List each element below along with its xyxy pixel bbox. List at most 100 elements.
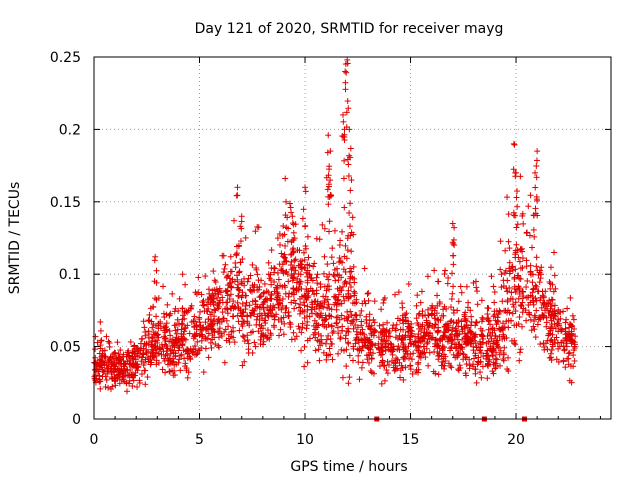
data-point <box>473 319 480 326</box>
data-point <box>341 137 348 144</box>
data-point <box>164 351 171 358</box>
data-point <box>353 316 360 323</box>
data-point <box>239 362 246 369</box>
data-point <box>451 333 458 340</box>
data-point <box>378 306 385 313</box>
data-point <box>547 330 554 337</box>
data-point <box>244 278 251 285</box>
data-point <box>141 359 148 366</box>
data-point <box>361 265 368 272</box>
data-point <box>263 295 270 302</box>
data-point <box>283 224 290 231</box>
data-point <box>402 350 409 357</box>
data-point <box>477 341 484 348</box>
data-point <box>462 333 469 340</box>
data-point <box>512 288 519 295</box>
data-point <box>351 279 358 286</box>
data-point <box>339 374 346 381</box>
data-point <box>464 339 471 346</box>
data-point <box>115 371 122 378</box>
data-point <box>532 334 539 341</box>
data-point <box>311 298 318 305</box>
data-point <box>536 269 543 276</box>
data-point <box>176 295 183 302</box>
data-point <box>551 321 558 328</box>
data-point <box>316 302 323 309</box>
data-point <box>160 355 167 362</box>
data-point <box>179 342 186 349</box>
data-point <box>279 261 286 268</box>
data-point <box>301 343 308 350</box>
data-point <box>505 238 512 245</box>
data-point <box>368 369 375 376</box>
data-point <box>163 311 170 318</box>
data-point <box>279 302 286 309</box>
data-point <box>245 340 252 347</box>
data-point <box>231 339 238 346</box>
data-point <box>539 292 546 299</box>
data-point <box>312 334 319 341</box>
data-point <box>282 242 289 249</box>
data-point <box>492 333 499 340</box>
data-point <box>297 271 304 278</box>
data-point <box>92 354 99 361</box>
data-point <box>205 330 212 337</box>
data-point <box>348 312 355 319</box>
data-point <box>365 338 372 345</box>
data-point <box>417 299 424 306</box>
data-point <box>304 233 311 240</box>
data-point <box>245 346 252 353</box>
data-point <box>570 316 577 323</box>
data-point <box>325 201 332 208</box>
data-point <box>458 318 465 325</box>
data-point <box>538 304 545 311</box>
data-point <box>447 362 454 369</box>
data-point <box>328 254 335 261</box>
data-point <box>322 312 329 319</box>
data-point <box>563 343 570 350</box>
data-point <box>193 351 200 358</box>
data-point <box>483 352 490 359</box>
data-point <box>511 141 518 148</box>
data-point <box>534 148 541 155</box>
data-point <box>112 378 119 385</box>
data-point <box>547 305 554 312</box>
data-point <box>252 228 259 235</box>
data-point <box>290 248 297 255</box>
data-point <box>493 337 500 344</box>
data-point <box>398 335 405 342</box>
data-point <box>515 295 522 302</box>
y-tick-label: 0.1 <box>59 267 81 283</box>
data-point <box>196 332 203 339</box>
data-point <box>425 324 432 331</box>
data-point <box>371 298 378 305</box>
data-point <box>313 290 320 297</box>
data-point <box>491 289 498 296</box>
data-point <box>357 312 364 319</box>
data-point <box>340 266 347 273</box>
data-point <box>304 279 311 286</box>
data-point <box>97 318 104 325</box>
data-point <box>230 298 237 305</box>
data-point <box>106 340 113 347</box>
data-point <box>319 221 326 228</box>
data-point <box>282 175 289 182</box>
data-point <box>202 273 209 280</box>
data-point <box>547 280 554 287</box>
data-point <box>242 234 249 241</box>
data-point <box>455 366 462 373</box>
data-point <box>178 335 185 342</box>
data-point <box>549 343 556 350</box>
data-point <box>241 318 248 325</box>
data-point <box>157 325 164 332</box>
data-point <box>402 333 409 340</box>
data-point <box>282 254 289 261</box>
data-point <box>231 217 238 224</box>
data-point <box>549 296 556 303</box>
data-point <box>493 321 500 328</box>
data-point <box>179 271 186 278</box>
data-point <box>530 323 537 330</box>
data-point <box>341 157 348 164</box>
data-point <box>185 369 192 376</box>
data-point <box>529 244 536 251</box>
